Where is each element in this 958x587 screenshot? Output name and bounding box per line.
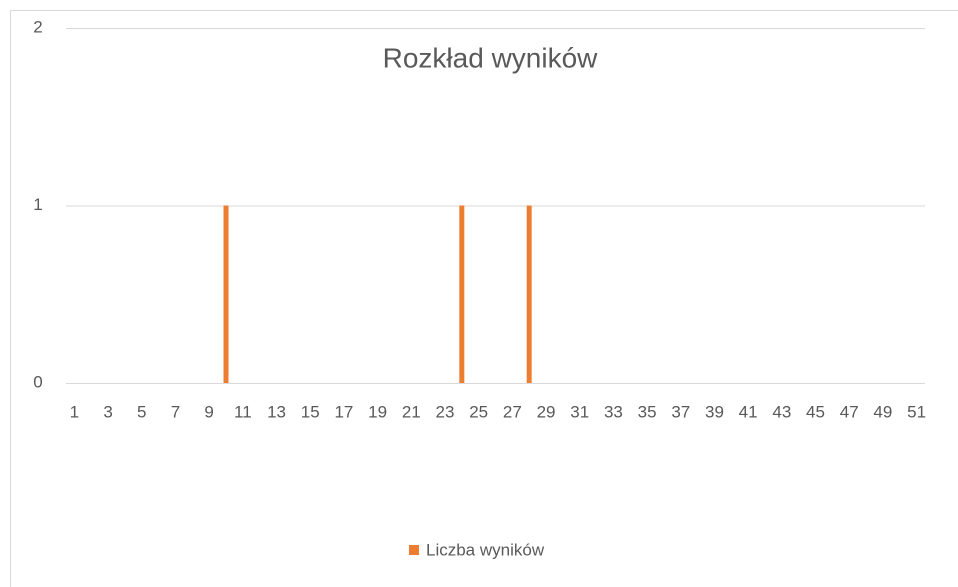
legend-label: Liczba wyników (426, 540, 545, 559)
x-tick-label: 11 (234, 402, 252, 421)
bar (526, 205, 532, 383)
bar (223, 205, 229, 383)
x-tick-label: 29 (537, 402, 556, 421)
x-tick-label: 43 (772, 402, 791, 421)
x-tick-label: 5 (137, 402, 146, 421)
x-tick-label: 7 (171, 402, 180, 421)
x-tick-label: 3 (103, 402, 112, 421)
x-tick-label: 13 (267, 402, 286, 421)
x-tick-label: 49 (873, 402, 892, 421)
bar (459, 205, 465, 383)
x-tick-label: 9 (204, 402, 213, 421)
x-tick-label: 45 (806, 402, 825, 421)
x-tick-label: 15 (301, 402, 320, 421)
x-tick-label: 47 (840, 402, 859, 421)
x-tick-label: 27 (503, 402, 522, 421)
x-tick-label: 31 (570, 402, 589, 421)
x-tick-label: 37 (671, 402, 690, 421)
x-tick-label: 23 (436, 402, 455, 421)
x-tick-label: 21 (402, 402, 421, 421)
x-tick-label: 51 (907, 402, 926, 421)
x-tick-label: 19 (368, 402, 387, 421)
x-tick-label: 41 (739, 402, 758, 421)
x-tick-label: 1 (70, 402, 79, 421)
x-tick-label: 39 (705, 402, 724, 421)
y-tick-label: 0 (33, 372, 42, 391)
chart-title: Rozkład wyników (383, 42, 599, 73)
x-tick-label: 35 (638, 402, 657, 421)
legend-swatch (409, 545, 419, 555)
chart-frame (10, 10, 958, 587)
x-tick-label: 17 (334, 402, 353, 421)
y-tick-label: 1 (33, 195, 42, 214)
x-tick-label: 33 (604, 402, 623, 421)
y-tick-label: 2 (33, 17, 42, 36)
x-tick-label: 25 (469, 402, 488, 421)
